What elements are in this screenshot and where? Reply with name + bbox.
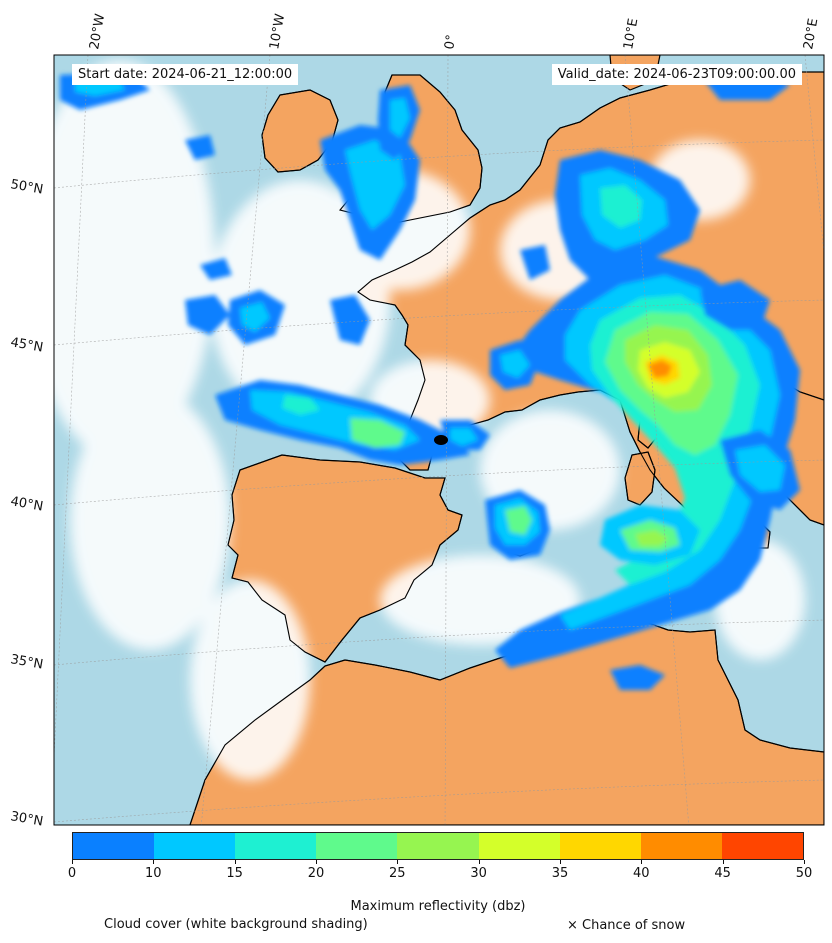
colorbar-tick: 25 [382, 860, 412, 881]
colorbar-segment-15-20 [235, 833, 317, 859]
colorbar-segment-25-30 [397, 833, 479, 859]
lon-label-20e: 20°E [801, 17, 821, 50]
colorbar-label: Maximum reflectivity (dbz) [350, 899, 526, 914]
snow-note: × Chance of snow [567, 918, 686, 933]
cloud-cover-note: Cloud cover (white background shading) [104, 917, 368, 932]
colorbar-segment-0-10 [73, 833, 155, 859]
colorbar-tick: 30 [464, 860, 494, 881]
colorbar-ticks: 0 10 15 20 25 30 35 40 45 50 [68, 860, 812, 881]
lat-label-45n: 45°N [9, 335, 44, 355]
location-marker [434, 435, 448, 445]
reflectivity-layer [60, 72, 800, 690]
longitude-labels: 20°W 10°W 0° 10°E 20°E [87, 13, 821, 51]
colorbar-segment-10-15 [154, 833, 236, 859]
colorbar-segment-20-25 [316, 833, 398, 859]
colorbar-tick: 35 [545, 860, 575, 881]
colorbar-tick: 0 [57, 860, 87, 881]
colorbar-tick: 40 [626, 860, 656, 881]
colorbar-segment-45-50 [721, 833, 803, 859]
lon-label-0: 0° [442, 34, 459, 51]
lon-label-10w: 10°W [267, 13, 288, 51]
lon-label-20w: 20°W [87, 13, 108, 51]
map-frame [53, 54, 825, 826]
colorbar-tick: 10 [138, 860, 168, 881]
lat-label-50n: 50°N [9, 177, 44, 197]
graticule [54, 55, 824, 825]
colorbar-tick: 50 [789, 860, 819, 881]
colorbar-tick: 45 [708, 860, 738, 881]
colorbar-segment-30-35 [478, 833, 560, 859]
colorbar-segment-40-45 [640, 833, 722, 859]
colorbar-segment-35-40 [559, 833, 641, 859]
colorbar-tick: 15 [220, 860, 250, 881]
lat-label-40n: 40°N [9, 494, 44, 514]
lat-label-30n: 30°N [9, 809, 44, 829]
lon-label-10e: 10°E [621, 17, 641, 50]
start-date-label: Start date: 2024-06-21_12:00:00 [72, 64, 299, 85]
valid-date-label: Valid_date: 2024-06-23T09:00:00.00 [551, 64, 802, 85]
latitude-labels: 50°N 45°N 40°N 35°N 30°N [9, 177, 44, 829]
colorbar-tick: 20 [301, 860, 331, 881]
colorbar [72, 832, 804, 860]
lat-label-35n: 35°N [9, 652, 44, 672]
